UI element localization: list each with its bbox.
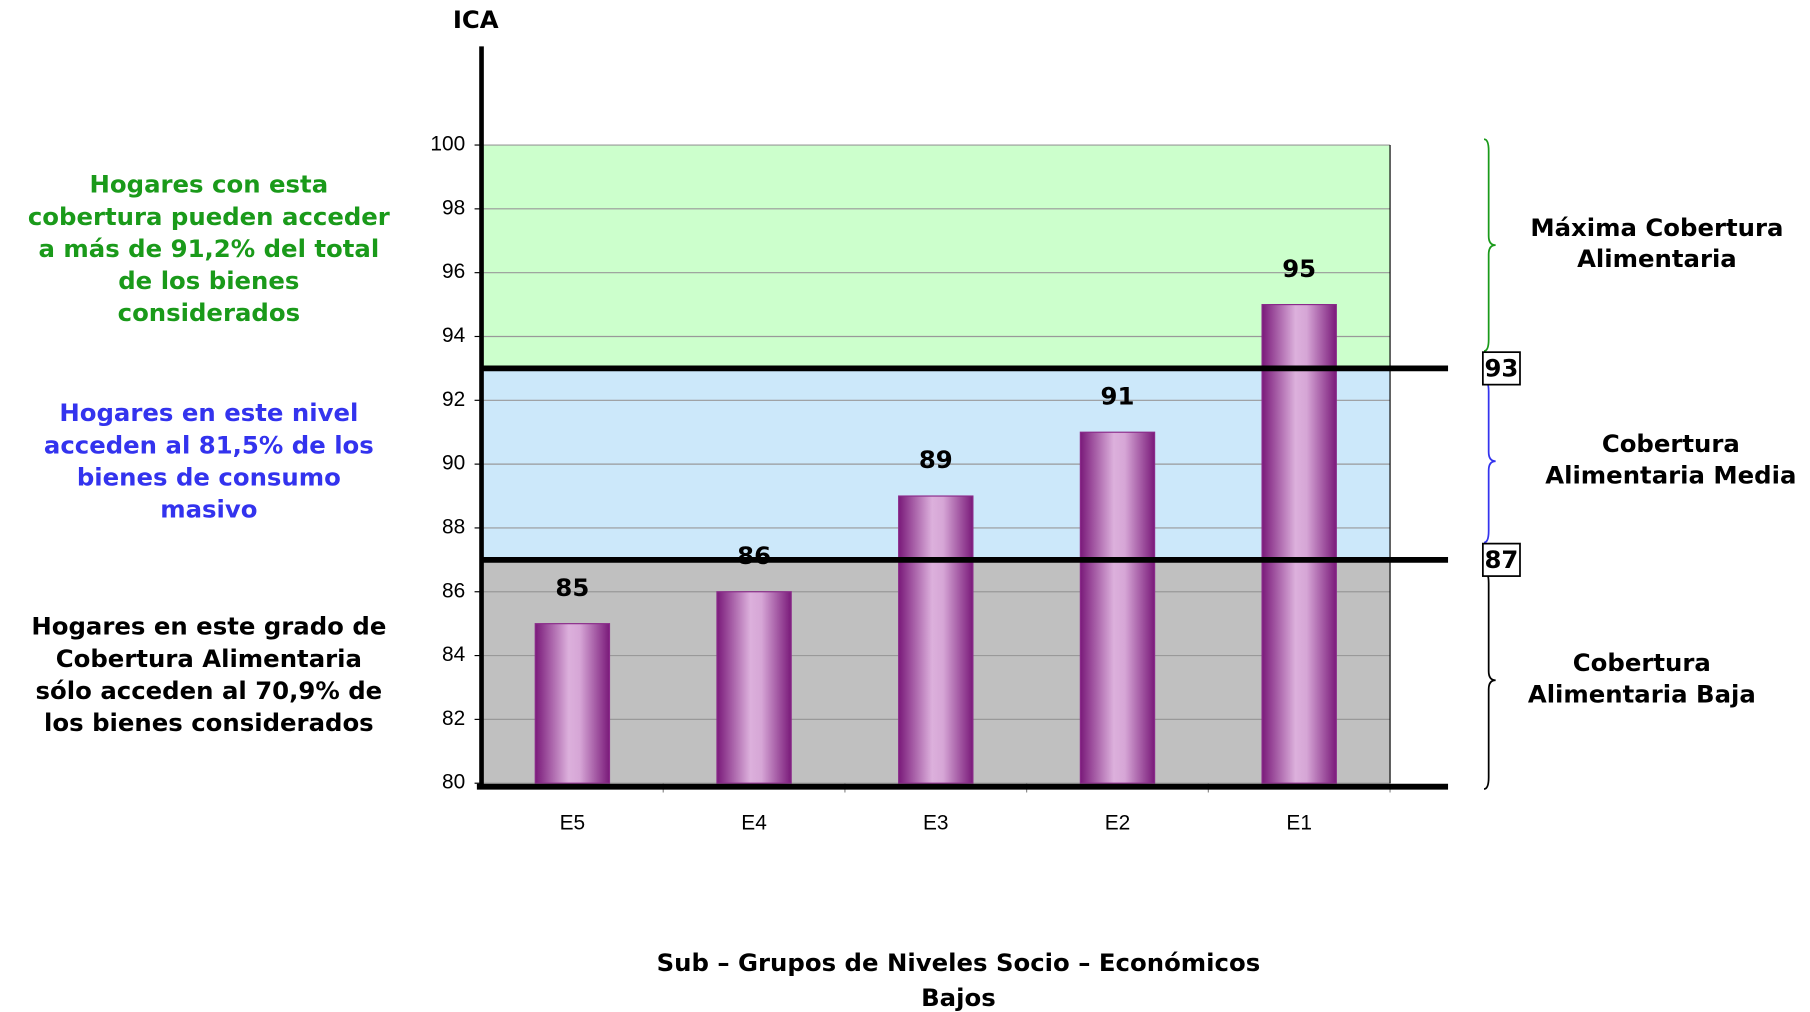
band-description: masivo: [160, 495, 257, 524]
band-description: considerados: [118, 298, 300, 327]
y-tick-label: 92: [442, 388, 465, 411]
y-tick-label: 94: [442, 324, 465, 347]
band-description: Hogares en este grado de: [31, 612, 386, 641]
threshold-label: 87: [1484, 545, 1518, 574]
y-axis-label: ICA: [453, 5, 499, 34]
value-label: 95: [1282, 254, 1316, 283]
plot-root: ICA Sub – Grupos de Niveles Socio – Econ…: [28, 5, 1797, 1012]
value-label: 85: [555, 573, 589, 602]
x-axis-label: Sub – Grupos de Niveles Socio – Económic…: [657, 948, 1261, 977]
band-label: Alimentaria Media: [1545, 460, 1796, 489]
band-description: acceden al 81,5% de los: [44, 430, 374, 459]
band-description: sólo acceden al 70,9% de: [36, 676, 383, 705]
band-description: cobertura pueden acceder: [28, 202, 390, 231]
y-tick-label: 98: [442, 196, 465, 219]
bar: [898, 495, 974, 784]
x-axis-label: Bajos: [921, 983, 996, 1012]
threshold-box: [1481, 542, 1521, 577]
bar: [1261, 303, 1337, 784]
x-tick-label: E2: [1105, 811, 1131, 834]
value-label: 91: [1101, 381, 1135, 410]
x-tick-label: E5: [560, 811, 586, 834]
y-tick-label: 100: [430, 133, 465, 156]
bracket: [1483, 379, 1496, 544]
bar: [534, 623, 611, 784]
y-tick-label: 84: [442, 643, 465, 666]
band-label: Máxima Cobertura: [1530, 213, 1783, 242]
y-tick-label: 90: [442, 452, 465, 475]
y-tick-label: 96: [442, 260, 465, 283]
bar: [716, 591, 792, 784]
bracket: [1483, 570, 1496, 790]
band-description: de los bienes: [118, 266, 299, 295]
value-label: 89: [919, 445, 953, 474]
y-tick-label: 88: [442, 515, 465, 538]
y-tick-label: 80: [442, 771, 465, 794]
band-description: los bienes considerados: [44, 708, 374, 737]
bar: [1079, 431, 1156, 784]
y-tick-label: 82: [442, 707, 465, 730]
band-description: bienes de consumo: [77, 463, 341, 492]
x-tick-label: E1: [1286, 811, 1312, 834]
band-label: Alimentaria Baja: [1528, 679, 1756, 708]
band-description: Cobertura Alimentaria: [56, 644, 362, 673]
bracket: [1483, 138, 1496, 352]
band-label: Alimentaria: [1577, 244, 1737, 273]
threshold-box: [1481, 351, 1521, 386]
band-description: Hogares en este nivel: [59, 398, 358, 427]
band-label: Cobertura: [1602, 429, 1740, 458]
x-tick-label: E4: [741, 811, 767, 834]
threshold-label: 93: [1484, 354, 1518, 383]
band: [481, 145, 1391, 369]
y-tick-label: 86: [442, 579, 465, 602]
band-description: Hogares con esta: [90, 170, 329, 199]
value-label: 86: [737, 541, 771, 570]
band-description: a más de 91,2% del total: [38, 234, 379, 263]
band-label: Cobertura: [1573, 648, 1711, 677]
x-tick-label: E3: [923, 811, 949, 834]
